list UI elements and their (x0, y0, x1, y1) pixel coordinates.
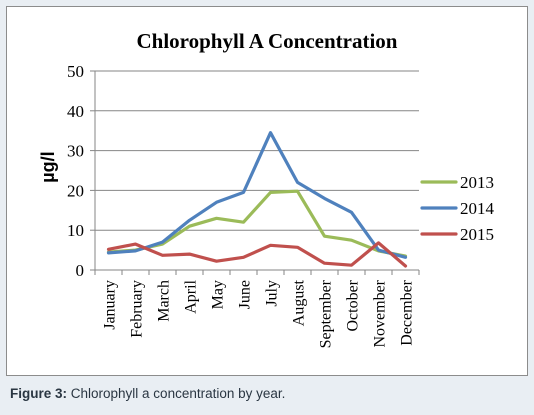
tick-labels: 0 10 20 30 40 50 January February March April May J… (67, 62, 416, 348)
series-lines (106, 131, 408, 268)
legend-label-2013: 2013 (460, 173, 494, 192)
legend-label-2014: 2014 (460, 199, 495, 218)
y-tick-label: 10 (67, 221, 84, 240)
x-tick-label: April (183, 279, 200, 313)
chart-title: Chlorophyll A Concentration (137, 29, 398, 53)
caption-label: Figure 3: (10, 386, 68, 401)
y-tick-label: 0 (76, 261, 85, 280)
x-tick-label: March (156, 280, 173, 322)
chart-panel: Chlorophyll A Concentration µg/l 0 10 20 30… (6, 6, 528, 376)
series-line-2014 (106, 131, 408, 259)
line-chart: Chlorophyll A Concentration µg/l 0 10 20 30… (38, 29, 495, 348)
y-tick-label: 30 (67, 142, 84, 161)
x-tick-label: August (291, 279, 308, 326)
x-tick-label: October (345, 279, 362, 331)
axes (90, 70, 420, 275)
x-tick-label: June (237, 280, 254, 309)
y-axis-label: µg/l (38, 151, 58, 182)
x-tick-label: September (318, 279, 335, 348)
x-tick-label: February (129, 280, 146, 338)
x-tick-label: July (264, 280, 281, 307)
legend-label-2015: 2015 (460, 225, 494, 244)
legend: 2013 2014 2015 (420, 173, 495, 244)
caption-text: Chlorophyll a concentration by year. (67, 386, 286, 401)
x-tick-label: May (210, 280, 227, 309)
y-tick-label: 50 (67, 62, 84, 81)
y-tick-label: 20 (67, 181, 84, 200)
figure-caption: Figure 3: Chlorophyll a concentration by… (10, 386, 285, 401)
series-line-2015 (106, 241, 408, 268)
x-tick-label: January (102, 280, 119, 330)
x-tick-label: December (399, 279, 416, 345)
y-tick-label: 40 (67, 102, 84, 121)
x-tick-label: November (372, 279, 389, 347)
